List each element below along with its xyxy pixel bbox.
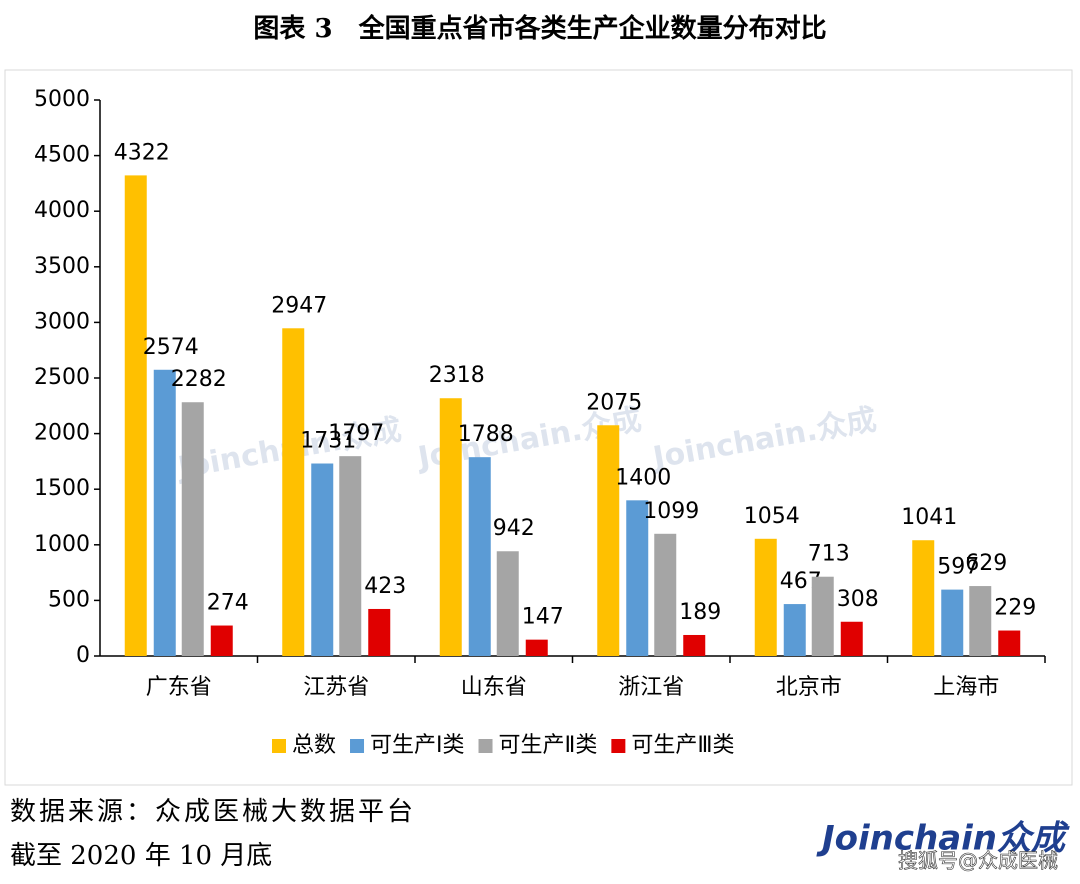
data-label: 423 (364, 574, 406, 599)
bar (626, 500, 649, 656)
logo: Joinchain众成 (816, 819, 1070, 859)
x-tick-label: 上海市 (933, 675, 999, 700)
data-label: 308 (837, 587, 879, 612)
legend-label: 总数 (292, 733, 336, 758)
bar (840, 621, 863, 656)
data-label: 2574 (143, 335, 199, 360)
bar (683, 634, 706, 656)
bar (754, 538, 777, 656)
data-label: 189 (679, 600, 721, 625)
y-tick-label: 3000 (34, 309, 90, 334)
bar (181, 402, 204, 656)
bar (941, 589, 964, 656)
bar (439, 398, 462, 656)
y-tick-label: 5000 (34, 87, 90, 112)
bar (468, 457, 491, 656)
x-tick-label: 北京市 (776, 675, 842, 700)
bar (282, 328, 305, 656)
bar (969, 586, 992, 656)
bar (153, 369, 176, 656)
y-tick-label: 1500 (34, 476, 90, 501)
legend-swatch (350, 739, 365, 753)
bar (311, 463, 334, 656)
x-tick-label: 江苏省 (303, 675, 369, 700)
y-tick-label: 500 (48, 587, 90, 612)
data-label: 1041 (901, 505, 957, 530)
y-tick-label: 3500 (34, 254, 90, 279)
x-tick-label: 浙江省 (618, 675, 684, 700)
legend-label: 可生产Ⅰ类 (370, 733, 465, 758)
bar (525, 639, 548, 656)
bar (912, 540, 935, 656)
bar (597, 425, 620, 656)
bar (811, 576, 834, 656)
data-label: 629 (965, 551, 1007, 576)
data-label: 942 (493, 516, 535, 541)
y-tick-label: 1000 (34, 532, 90, 557)
x-tick-label: 山东省 (461, 675, 527, 700)
data-label: 2075 (586, 390, 642, 415)
y-tick-label: 0 (76, 643, 90, 668)
bar (998, 630, 1021, 656)
data-label: 2318 (429, 363, 485, 388)
legend-label: 可生产Ⅱ类 (499, 733, 598, 758)
legend-label: 可生产Ⅲ类 (631, 733, 734, 758)
bar (124, 175, 147, 656)
y-tick-label: 2000 (34, 421, 90, 446)
data-label: 4322 (114, 140, 170, 165)
bar (368, 608, 391, 656)
data-label: 1099 (643, 499, 699, 524)
source-note: 数据来源：众成医械大数据平台 (10, 797, 416, 827)
bar (339, 456, 362, 656)
y-tick-label: 4500 (34, 143, 90, 168)
legend-swatch (611, 739, 626, 753)
data-label: 597 (937, 555, 979, 580)
data-label: 274 (207, 591, 249, 616)
data-label: 1400 (615, 465, 671, 490)
data-label: 2282 (171, 367, 227, 392)
bar (210, 625, 233, 656)
data-label: 147 (522, 605, 564, 630)
y-tick-label: 4000 (34, 198, 90, 223)
data-label: 1788 (458, 422, 514, 447)
bar (783, 604, 806, 656)
y-tick-label: 2500 (34, 365, 90, 390)
bar (496, 551, 519, 656)
data-label: 229 (994, 596, 1036, 621)
data-label: 2947 (271, 293, 327, 318)
bar (654, 533, 677, 656)
chart-title: 图表 3 全国重点省市各类生产企业数量分布对比 (253, 13, 826, 44)
x-tick-label: 广东省 (146, 675, 212, 700)
legend-swatch (272, 739, 286, 753)
credit: 搜狐号@众成医械 (898, 849, 1058, 873)
data-label: 1731 (300, 429, 356, 454)
data-label: 1797 (328, 421, 384, 446)
data-label: 713 (808, 542, 850, 567)
date-note: 截至 2020 年 10 月底 (10, 841, 272, 871)
data-label: 1054 (744, 504, 800, 529)
legend-swatch (478, 739, 493, 753)
